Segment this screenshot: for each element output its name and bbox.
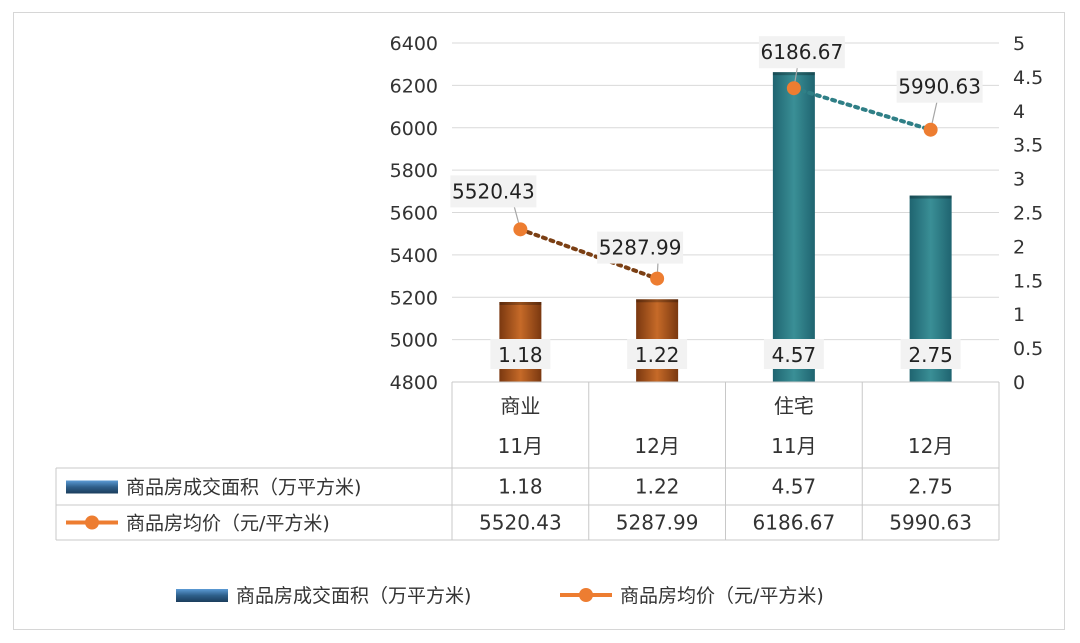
y-left-tick-label: 5200 xyxy=(390,287,438,309)
bar-top-edge xyxy=(909,195,952,199)
category-group-label: 商业 xyxy=(500,394,540,418)
table-cell: 6186.67 xyxy=(753,511,836,535)
table-legend-bar-key xyxy=(66,480,118,494)
line-segment xyxy=(791,86,933,132)
table-cell: 2.75 xyxy=(908,475,953,499)
y-right-tick-label: 4 xyxy=(1013,101,1025,123)
point-data-label: 5990.63 xyxy=(898,75,981,99)
table-cell: 4.57 xyxy=(772,475,817,499)
y-right-tick-label: 5 xyxy=(1013,33,1025,55)
bar-data-label: 2.75 xyxy=(908,343,953,367)
category-period-label: 11月 xyxy=(771,434,816,458)
legend-bar-key xyxy=(176,589,228,602)
y-right-tick-label: 3.5 xyxy=(1013,135,1043,157)
y-left-tick-label: 6000 xyxy=(390,118,438,140)
line-marker xyxy=(513,222,528,237)
table-legend-line-key-marker xyxy=(85,515,99,530)
point-data-label: 5287.99 xyxy=(599,236,682,260)
point-data-label: 5520.43 xyxy=(452,179,535,203)
point-data-label: 6186.67 xyxy=(761,40,844,64)
chart-canvas: 4800 5000 5200 5400 5600 5800 6000 6200 6400 0 0.5… xyxy=(55,33,1043,607)
category-group-label: 住宅 xyxy=(774,394,814,418)
y-left-tick-label: 5800 xyxy=(390,160,438,182)
y-right-tick-label: 2.5 xyxy=(1013,203,1043,225)
table-row-label: 商品房成交面积（万平方米) xyxy=(126,477,361,499)
y-right-tick-label: 1 xyxy=(1013,304,1025,326)
y-right-tick-label: 4.5 xyxy=(1013,67,1043,89)
bar-top-edge xyxy=(636,299,679,303)
category-period-label: 12月 xyxy=(908,434,953,458)
table-cell: 5520.43 xyxy=(479,511,562,535)
y-left-tick-label: 6200 xyxy=(390,75,438,97)
bar xyxy=(772,72,815,383)
point-label-box xyxy=(597,231,684,264)
y-right-tick-label: 0.5 xyxy=(1013,338,1043,360)
table-row-label: 商品房均价（元/平方米) xyxy=(126,513,330,535)
chart-frame: 4800 5000 5200 5400 5600 5800 6000 6200 6400 0 0.5… xyxy=(13,12,1065,630)
y-right-tick-label: 2 xyxy=(1013,236,1025,258)
table-cell: 1.18 xyxy=(498,475,543,499)
line-marker xyxy=(786,81,801,96)
legend-label: 商品房成交面积（万平方米) xyxy=(236,585,471,607)
y-right-tick-label: 1.5 xyxy=(1013,270,1043,292)
category-period-label: 11月 xyxy=(498,434,543,458)
line-marker xyxy=(923,122,938,137)
bar-label-box xyxy=(490,339,551,369)
bar-top-edge xyxy=(499,301,542,305)
bar-label-box xyxy=(900,339,961,369)
legend-line-key-marker xyxy=(579,588,593,602)
bar-label-box xyxy=(627,339,688,369)
bar-data-label: 4.57 xyxy=(772,343,817,367)
bar-label-box xyxy=(763,339,824,369)
legend-label: 商品房均价（元/平方米) xyxy=(620,585,824,607)
point-label-box xyxy=(896,70,983,103)
table-cell: 5287.99 xyxy=(616,511,699,535)
y-right-tick-label: 3 xyxy=(1013,169,1025,191)
y-left-tick-label: 4800 xyxy=(390,372,438,394)
bar-top-edge xyxy=(772,72,815,76)
y-left-tick-label: 6400 xyxy=(390,33,438,55)
y-left-tick-label: 5600 xyxy=(390,203,438,225)
bar-data-label: 1.18 xyxy=(498,343,543,367)
y-left-tick-label: 5400 xyxy=(390,245,438,267)
y-left-tick-label: 5000 xyxy=(390,330,438,352)
point-label-box xyxy=(450,175,537,208)
line-marker xyxy=(650,271,665,286)
bar-data-label: 1.22 xyxy=(635,343,680,367)
table-cell: 1.22 xyxy=(635,475,680,499)
point-label-box xyxy=(758,36,845,69)
table-cell: 5990.63 xyxy=(889,511,972,535)
line-segment xyxy=(518,227,660,281)
category-period-label: 12月 xyxy=(634,434,679,458)
y-right-tick-label: 0 xyxy=(1013,372,1025,394)
